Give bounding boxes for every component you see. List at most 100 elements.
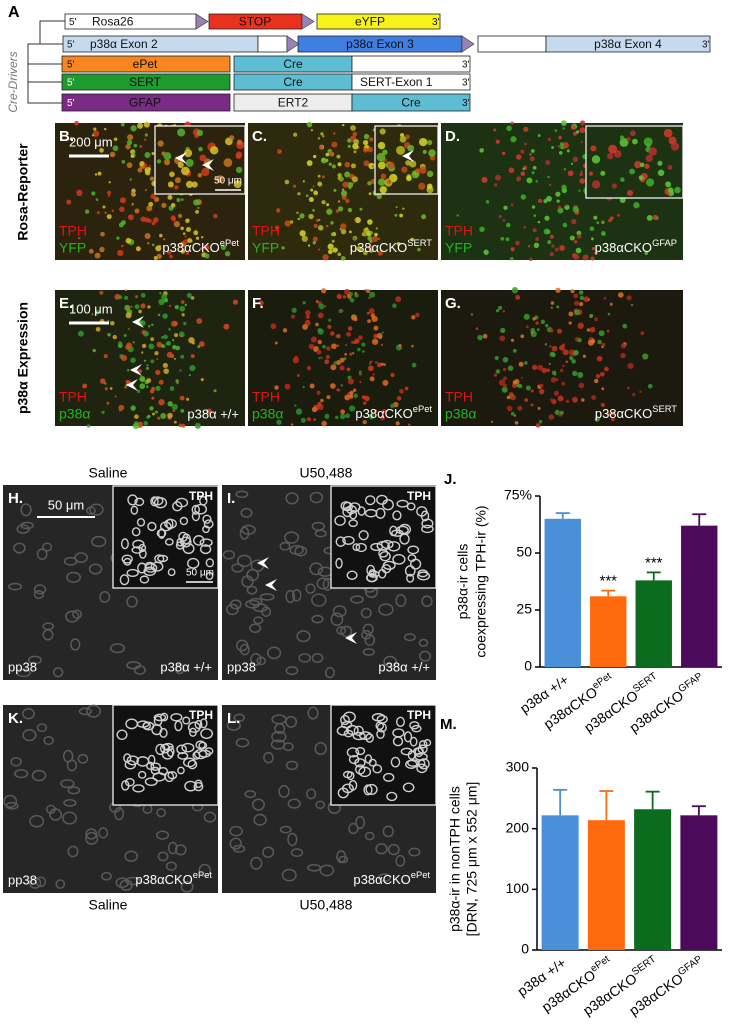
cell: [143, 138, 147, 141]
cell: [271, 714, 287, 725]
cell: [153, 217, 159, 223]
cell: [179, 305, 186, 312]
cell: [139, 160, 145, 167]
cell: [581, 398, 585, 402]
cell: [145, 189, 148, 192]
inset-cell: [364, 495, 376, 506]
cell: [173, 357, 176, 360]
cell: [498, 214, 502, 219]
cell: [45, 804, 56, 815]
stain-label: TPH: [445, 223, 473, 239]
inset-cell: [415, 168, 421, 174]
inset-cell: [170, 713, 183, 722]
cell: [302, 180, 305, 183]
bar: [590, 596, 627, 667]
cell: [320, 398, 324, 403]
cell: [33, 584, 47, 595]
cell: [348, 186, 352, 190]
stain-label: p38α: [59, 406, 90, 422]
cell: [319, 145, 324, 150]
cell: [579, 178, 585, 184]
inset-cell: [191, 181, 198, 188]
genotype-label-sup: ePet: [411, 870, 431, 880]
inset-cell: [409, 736, 418, 747]
cell: [180, 409, 185, 413]
cell: [150, 193, 156, 199]
cell: [359, 207, 363, 211]
cell: [553, 390, 559, 396]
cell: [498, 379, 506, 386]
cell: [595, 373, 601, 379]
cell: [326, 203, 330, 207]
cell: [316, 390, 321, 395]
cell: [585, 255, 589, 259]
inset-cell: [348, 779, 358, 791]
cell: [547, 175, 550, 179]
cell: [126, 661, 142, 670]
cell: [305, 314, 310, 319]
cell: [146, 205, 153, 212]
genotype-label-sup: ePet: [413, 404, 433, 414]
cell: [179, 369, 182, 372]
cell: [28, 877, 42, 889]
cell: [206, 408, 212, 415]
cell: [339, 365, 345, 371]
micrograph: [55, 290, 245, 426]
cell: [113, 137, 118, 141]
inset-cell: [354, 758, 366, 768]
cell: [545, 160, 550, 165]
cell: [372, 373, 375, 376]
cell: [327, 243, 334, 250]
cell: [196, 318, 203, 325]
cell: [167, 250, 172, 255]
cell: [203, 244, 210, 251]
cell: [328, 151, 334, 157]
genotype-label-base: p38αCKO: [595, 240, 652, 255]
inset-cell: [352, 543, 361, 552]
cell: [533, 214, 537, 217]
cell: [611, 417, 615, 422]
cell: [147, 414, 151, 419]
cell: [130, 191, 135, 196]
cell: [67, 845, 79, 858]
cell: [568, 321, 572, 325]
cell: [108, 181, 111, 184]
cell: [349, 390, 354, 395]
cell: [333, 361, 338, 365]
cell: [125, 312, 132, 319]
cell: [573, 293, 579, 299]
inset-cell: [364, 754, 373, 764]
inset-cell: [194, 719, 203, 730]
genotype-label-sup: SERT: [652, 404, 677, 414]
segment-label: Rosa26: [92, 15, 134, 29]
cell: [358, 370, 362, 374]
cell: [369, 231, 373, 235]
cell: [158, 399, 165, 406]
stain-label: pp38: [8, 659, 37, 674]
cell: [627, 362, 634, 370]
cell: [130, 305, 133, 308]
cell: [353, 340, 357, 345]
cell: [507, 365, 514, 371]
inset-cell: [181, 533, 191, 545]
inset-cell: [392, 553, 406, 565]
cell: [652, 214, 659, 220]
cell: [135, 295, 139, 299]
cell: [99, 246, 105, 253]
inset-cell: [396, 716, 405, 728]
cell: [485, 200, 490, 204]
cell: [203, 811, 217, 823]
cell: [66, 571, 81, 583]
cell: [506, 395, 511, 400]
cell: [568, 311, 574, 317]
cell: [578, 189, 581, 192]
cell: [158, 298, 165, 306]
inset-cell: [187, 557, 200, 569]
inset-cell: [144, 777, 158, 786]
cell: [70, 638, 81, 651]
cell: [375, 843, 388, 855]
segment-label: eYFP: [355, 15, 385, 29]
cell: [381, 331, 384, 334]
inset-cell: [174, 177, 181, 184]
cell: [302, 301, 306, 305]
